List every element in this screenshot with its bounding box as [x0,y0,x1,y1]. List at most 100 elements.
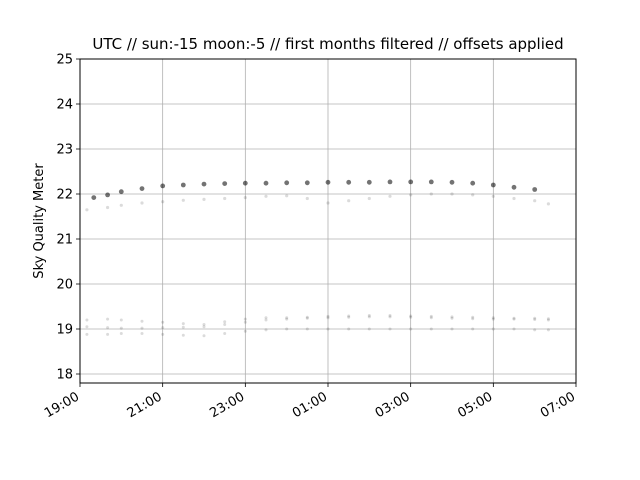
data-point [119,318,123,322]
data-point [85,318,89,322]
grid [79,58,577,383]
data-point [470,180,476,186]
data-point [532,187,538,192]
data-point [533,316,537,320]
data-point [106,317,110,321]
data-point [202,325,206,329]
data-point [408,179,414,185]
data-point [305,315,309,319]
data-point [347,315,351,319]
data-point [85,325,89,329]
data-point [512,196,516,201]
data-point [347,314,351,318]
data-point [181,325,185,329]
data-point [533,199,537,203]
x-tick-label: 01:00 [290,389,330,421]
data-point [119,326,123,330]
data-point [285,327,289,331]
data-point [285,316,289,320]
data-point [202,197,206,201]
data-point [471,317,475,321]
data-point [85,208,89,212]
data-point [429,192,433,196]
data-point [367,327,371,331]
y-axis-label: Sky Quality Meter [32,163,47,279]
data-point [546,202,551,206]
y-tick-label: 24 [56,98,73,113]
y-tick-label: 20 [56,278,73,293]
data-point [491,327,495,331]
data-point [106,326,110,330]
data-point [243,317,247,321]
data-point [449,179,455,185]
x-tick-label: 21:00 [125,389,165,421]
data-point [106,332,110,336]
data-point [491,194,495,198]
data-point [242,180,248,186]
y-tick-label: 25 [56,53,73,68]
data-point [450,315,454,319]
data-point [533,318,537,321]
data-point [490,182,496,188]
x-tick-label: 23:00 [207,389,247,421]
data-point [140,332,144,335]
data-point [118,189,124,195]
data-point [181,322,185,326]
data-point [533,328,537,332]
data-point [285,317,289,321]
data-point [264,328,268,332]
data-point [450,327,454,331]
data-point [305,327,309,331]
data-point [243,320,247,324]
data-point [284,180,290,186]
x-tick-label: 07:00 [538,389,578,421]
data-point [511,184,517,190]
data-point [161,200,165,204]
data-point [388,314,392,317]
data-point [91,195,97,201]
data-point [180,182,186,188]
data-point [512,316,516,320]
data-point [140,326,144,330]
data-point [429,316,433,320]
data-point [304,180,310,186]
data-point [223,196,227,201]
data-point [243,329,247,333]
data-point [409,314,413,318]
data-point [388,315,392,319]
data-point [388,194,392,198]
data-point [223,320,227,324]
data-point [140,201,144,205]
data-point [429,314,433,318]
data-point [512,317,516,321]
y-tick-label: 23 [56,143,73,158]
data-point [347,327,351,331]
data-point [512,327,516,331]
data-point [366,179,372,185]
data-point [223,323,227,326]
y-tick-label: 22 [56,188,73,203]
data-point [409,315,413,319]
x-tick-label: 05:00 [455,389,495,421]
data-point [325,179,331,185]
data-point [202,323,206,326]
data-point [161,320,165,324]
data-point [546,328,550,332]
data-point [347,199,351,203]
data-point [387,179,393,185]
x-tick-label: 19:00 [42,389,82,421]
data-point [264,318,268,322]
data-point [409,327,413,331]
data-point [346,179,352,185]
data-point [264,194,268,198]
data-point [491,317,495,321]
data-point [367,315,371,319]
data-point [450,192,454,196]
y-tick-label: 18 [56,368,73,383]
data-point [140,319,144,323]
data-point [326,201,330,205]
y-tick-label: 21 [56,233,73,248]
data-point [263,180,269,186]
data-point [546,317,550,321]
